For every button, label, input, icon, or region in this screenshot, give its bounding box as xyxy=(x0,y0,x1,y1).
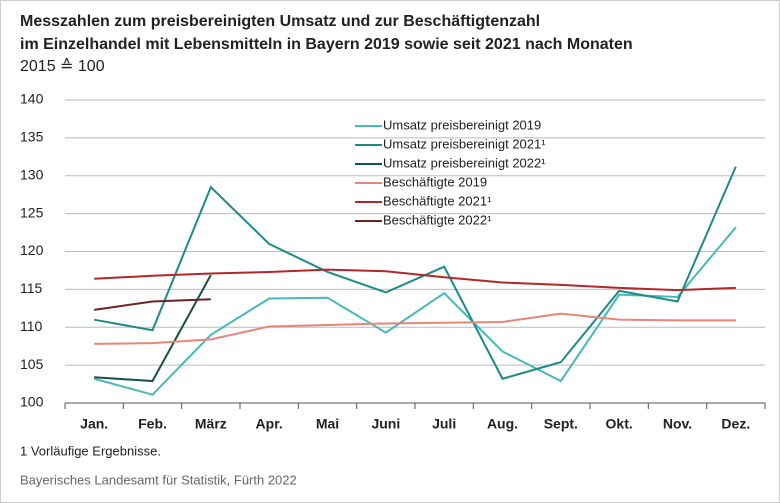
x-tick-label: Mai xyxy=(316,416,339,432)
series-line xyxy=(93,166,737,380)
x-tick-label: Jan. xyxy=(80,416,108,432)
series-line xyxy=(94,274,212,383)
legend-label: Umsatz preisbereinigt 2022¹ xyxy=(383,155,546,170)
x-tick-label: Aug. xyxy=(487,416,518,432)
series-line xyxy=(94,298,211,311)
x-tick-label: Juli xyxy=(432,416,456,432)
x-tick-label: März xyxy=(195,416,227,432)
series-line xyxy=(94,312,736,345)
footnote: 1 Vorläufige Ergebnisse. xyxy=(20,443,161,458)
legend-label: Umsatz preisbereinigt 2021¹ xyxy=(383,136,546,151)
y-tick-label: 120 xyxy=(20,242,44,258)
y-tick-label: 115 xyxy=(20,280,43,296)
series-line xyxy=(94,268,736,292)
x-tick-label: Dez. xyxy=(721,416,750,432)
y-tick-label: 100 xyxy=(20,394,44,410)
series-line xyxy=(93,226,737,396)
legend-label: Umsatz preisbereinigt 2019 xyxy=(383,117,541,132)
y-tick-label: 105 xyxy=(20,356,44,372)
x-tick-label: Sept. xyxy=(544,416,578,432)
x-tick-label: Feb. xyxy=(138,416,167,432)
x-tick-label: Juni xyxy=(371,416,400,432)
chart-title: im Einzelhandel mit Lebensmitteln in Bay… xyxy=(20,36,633,53)
chart-title: Messzahlen zum preisbereinigten Umsatz u… xyxy=(20,13,540,30)
y-tick-label: 125 xyxy=(20,204,44,220)
legend-label: Beschäftigte 2021¹ xyxy=(383,193,492,208)
legend-label: Beschäftigte 2019 xyxy=(383,174,487,189)
y-tick-label: 130 xyxy=(20,166,44,182)
x-tick-label: Apr. xyxy=(256,416,283,432)
x-tick-label: Nov. xyxy=(663,416,692,432)
source: Bayerisches Landesamt für Statistik, Für… xyxy=(20,472,297,487)
y-tick-label: 110 xyxy=(20,318,43,334)
chart-subtitle: 2015 ≙ 100 xyxy=(20,58,105,75)
x-tick-label: Okt. xyxy=(606,416,633,432)
y-tick-label: 135 xyxy=(20,129,44,145)
y-tick-label: 140 xyxy=(20,91,44,107)
legend-label: Beschäftigte 2022¹ xyxy=(383,212,492,227)
